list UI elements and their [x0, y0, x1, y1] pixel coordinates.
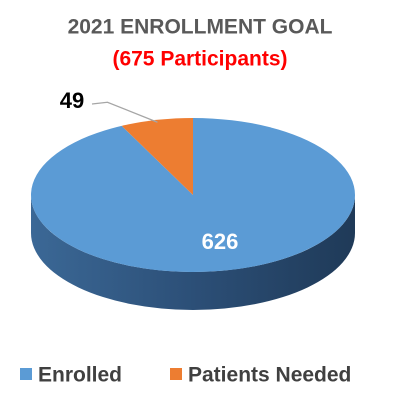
- pie-side: [31, 195, 355, 310]
- chart-title: 2021 ENROLLMENT GOAL: [68, 16, 333, 39]
- data-label: 49: [60, 88, 84, 113]
- chart-subtitle: (675 Participants): [112, 48, 287, 71]
- legend-label: Patients Needed: [188, 364, 351, 387]
- legend-swatch: [170, 368, 182, 380]
- legend-swatch: [20, 368, 32, 380]
- leader-line: [91, 101, 158, 123]
- data-label: 626: [202, 229, 239, 254]
- legend-label: Enrolled: [38, 364, 122, 387]
- pie-slice: [31, 118, 356, 272]
- pie-slice: [121, 118, 193, 195]
